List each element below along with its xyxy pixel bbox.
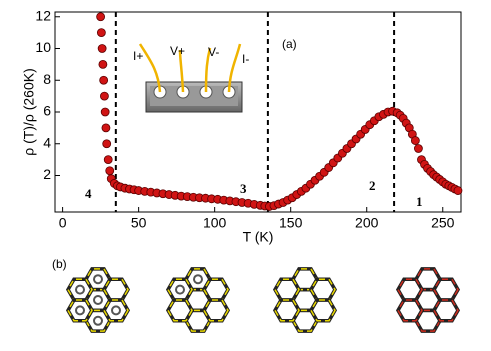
x-tick-label: 250 bbox=[431, 215, 455, 231]
data-point bbox=[99, 75, 109, 85]
orbital bbox=[75, 284, 85, 295]
inset-label: V+ bbox=[170, 44, 185, 58]
orbital bbox=[193, 274, 203, 285]
hexagon-bond bbox=[203, 299, 229, 322]
hexagon-bond bbox=[310, 299, 336, 322]
x-tick-label: 200 bbox=[355, 215, 379, 231]
hexagon-bond bbox=[167, 299, 193, 322]
y-tick-label: 2 bbox=[43, 166, 51, 182]
data-point bbox=[97, 44, 107, 53]
orbital bbox=[93, 315, 103, 326]
orbital bbox=[93, 295, 103, 305]
orbital bbox=[75, 305, 85, 316]
y-axis-label: ρ (T)/ρ (260K) bbox=[21, 68, 37, 156]
x-tick-label: 150 bbox=[279, 215, 303, 231]
orbital bbox=[111, 305, 121, 316]
data-point bbox=[414, 144, 423, 153]
data-point bbox=[105, 166, 115, 176]
region-label: 3 bbox=[240, 181, 247, 196]
inset-chip-top bbox=[150, 86, 238, 106]
panel-label: (a) bbox=[282, 37, 297, 51]
data-point bbox=[103, 155, 113, 165]
data-point bbox=[410, 136, 420, 145]
data-point bbox=[453, 186, 463, 195]
data-point bbox=[102, 139, 112, 149]
x-tick-label: 100 bbox=[203, 215, 227, 231]
y-tick-label: 6 bbox=[43, 103, 51, 119]
hexagon-bond bbox=[433, 299, 459, 322]
hexagon-bond bbox=[67, 299, 93, 322]
lattices bbox=[65, 267, 461, 333]
y-tick-label: 10 bbox=[35, 39, 51, 55]
region-label: 4 bbox=[85, 186, 92, 201]
inset-label: V- bbox=[208, 45, 219, 59]
hexagon-bond bbox=[397, 299, 423, 322]
data-point bbox=[101, 123, 111, 133]
inset-wires bbox=[138, 43, 242, 93]
inset bbox=[138, 43, 243, 113]
inset-label: I+ bbox=[133, 49, 143, 63]
data-point bbox=[96, 12, 106, 22]
y-tick-label: 8 bbox=[43, 71, 51, 87]
y-tick-label: 12 bbox=[35, 7, 51, 23]
data-point bbox=[96, 28, 106, 38]
hexagon-bond bbox=[274, 299, 300, 322]
region-label: 2 bbox=[369, 178, 376, 193]
region-label: 1 bbox=[416, 194, 423, 209]
y-tick-label: 4 bbox=[43, 134, 51, 150]
inset-label: I- bbox=[242, 52, 249, 66]
data-point bbox=[100, 91, 109, 101]
data-point bbox=[100, 107, 110, 117]
x-tick-label: 0 bbox=[59, 215, 67, 231]
data-point bbox=[98, 59, 108, 69]
hexagon-bond bbox=[103, 299, 129, 322]
x-axis-label: T (K) bbox=[243, 229, 274, 245]
orbital bbox=[93, 274, 103, 285]
panel-label: (b) bbox=[52, 257, 67, 271]
x-tick-label: 50 bbox=[131, 215, 147, 231]
orbital bbox=[175, 284, 185, 295]
